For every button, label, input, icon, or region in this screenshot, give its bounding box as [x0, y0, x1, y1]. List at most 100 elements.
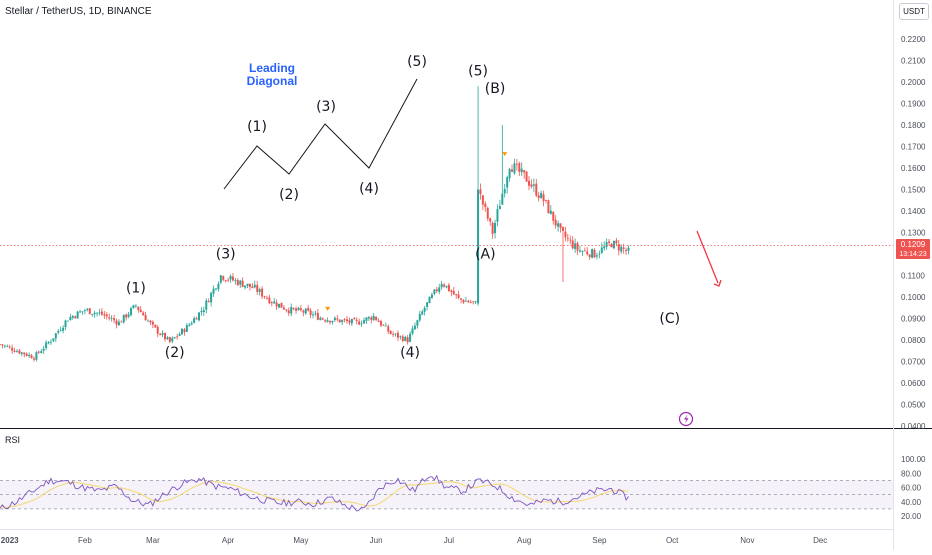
time-axis-label: Feb — [78, 536, 92, 545]
candle-body — [23, 352, 26, 355]
price-axis-tick-label: 0.1000 — [901, 293, 926, 302]
candle-body — [549, 210, 552, 214]
candle-body — [64, 320, 67, 328]
candle-body — [554, 219, 557, 226]
price-axis-tick-label: 0.1500 — [901, 186, 926, 195]
rsi-axis-tick-label: 40.00 — [901, 498, 922, 507]
candle-body — [569, 239, 572, 241]
candle-body — [576, 243, 579, 251]
diagonal-schematic-label: (1) — [247, 119, 267, 135]
candle-body — [234, 280, 237, 281]
candle-body — [278, 303, 281, 308]
candle-body — [350, 319, 353, 324]
candle-body — [583, 250, 586, 252]
candle-body — [438, 287, 441, 292]
candle-body — [411, 328, 414, 334]
candle-body — [35, 352, 38, 360]
currency-button[interactable]: USDT — [899, 3, 929, 20]
diagonal-schematic-line — [223, 78, 418, 190]
candle-body — [530, 184, 533, 187]
candle-body — [224, 280, 227, 282]
candle-body — [586, 251, 589, 255]
candle-body — [244, 285, 247, 288]
candle-body — [258, 289, 261, 292]
candle-body — [372, 315, 375, 320]
candle-body — [362, 320, 365, 324]
candle-body — [282, 307, 285, 310]
candle-body — [443, 284, 446, 287]
candle-body — [547, 200, 550, 214]
candle-body — [197, 312, 200, 321]
candle-body — [316, 312, 319, 320]
diagonal-schematic-label: (3) — [316, 99, 336, 115]
candle-body — [508, 168, 511, 179]
candle-body — [47, 342, 50, 344]
candle-body — [503, 189, 506, 194]
candle-body — [176, 336, 179, 338]
candle-body — [239, 280, 242, 285]
countdown-timer: 13:14:23 — [899, 251, 926, 258]
candle-body — [394, 333, 397, 335]
candle-body — [0, 344, 1, 345]
candle-body — [353, 318, 356, 320]
candle-body — [49, 341, 52, 343]
candle-body — [180, 328, 183, 335]
candle-body — [404, 336, 407, 341]
candle-body — [309, 310, 312, 315]
candle-body — [423, 307, 426, 312]
candle-body — [40, 351, 43, 354]
candle-body — [462, 299, 465, 303]
price-axis-tick-label: 0.1600 — [901, 164, 926, 173]
candle-body — [236, 280, 239, 286]
candle-body — [134, 305, 137, 307]
candle-body — [620, 246, 623, 252]
candle-body — [559, 223, 562, 228]
candle-body — [178, 333, 181, 336]
candle-body — [430, 294, 433, 298]
candle-body — [103, 314, 106, 316]
candle-body — [387, 326, 390, 332]
candle-body — [304, 308, 307, 314]
candle-body — [161, 333, 164, 335]
candle-body — [210, 292, 213, 303]
price-axis-tick-label: 0.0700 — [901, 358, 926, 367]
candle-body — [265, 297, 268, 299]
candle-body — [523, 170, 526, 173]
candle-body — [491, 222, 494, 234]
candle-body — [552, 211, 555, 221]
candle-body — [416, 320, 419, 326]
candle-body — [525, 171, 528, 182]
candle-body — [605, 242, 608, 247]
candle-body — [464, 300, 467, 302]
candle-body — [433, 289, 436, 294]
price-axis-tick-label: 0.1900 — [901, 100, 926, 109]
candle-body — [593, 249, 596, 258]
candle-body — [149, 320, 152, 323]
candle-body — [532, 184, 535, 186]
candle-body — [81, 311, 84, 313]
candle-body — [15, 351, 18, 353]
candle-body — [127, 314, 130, 317]
candle-body — [8, 346, 11, 348]
candle-body — [154, 324, 157, 328]
candle-body — [409, 333, 412, 342]
candle-body — [275, 302, 278, 307]
candle-body — [88, 308, 91, 315]
candle-body — [360, 323, 363, 325]
annotation-title-line2: Diagonal — [247, 74, 298, 88]
price-axis-tick-label: 0.1400 — [901, 207, 926, 216]
candle-body — [481, 195, 484, 205]
price-axis-tick-label: 0.2200 — [901, 35, 926, 44]
candle-body — [171, 338, 174, 342]
candle-body — [256, 285, 259, 292]
candle-body — [11, 347, 14, 351]
candle-body — [205, 300, 208, 310]
candle-body — [379, 321, 382, 326]
candle-body — [86, 308, 89, 310]
candle-body — [401, 336, 404, 342]
candle-body — [168, 337, 171, 342]
candle-body — [251, 286, 254, 289]
candle-body — [612, 240, 615, 249]
